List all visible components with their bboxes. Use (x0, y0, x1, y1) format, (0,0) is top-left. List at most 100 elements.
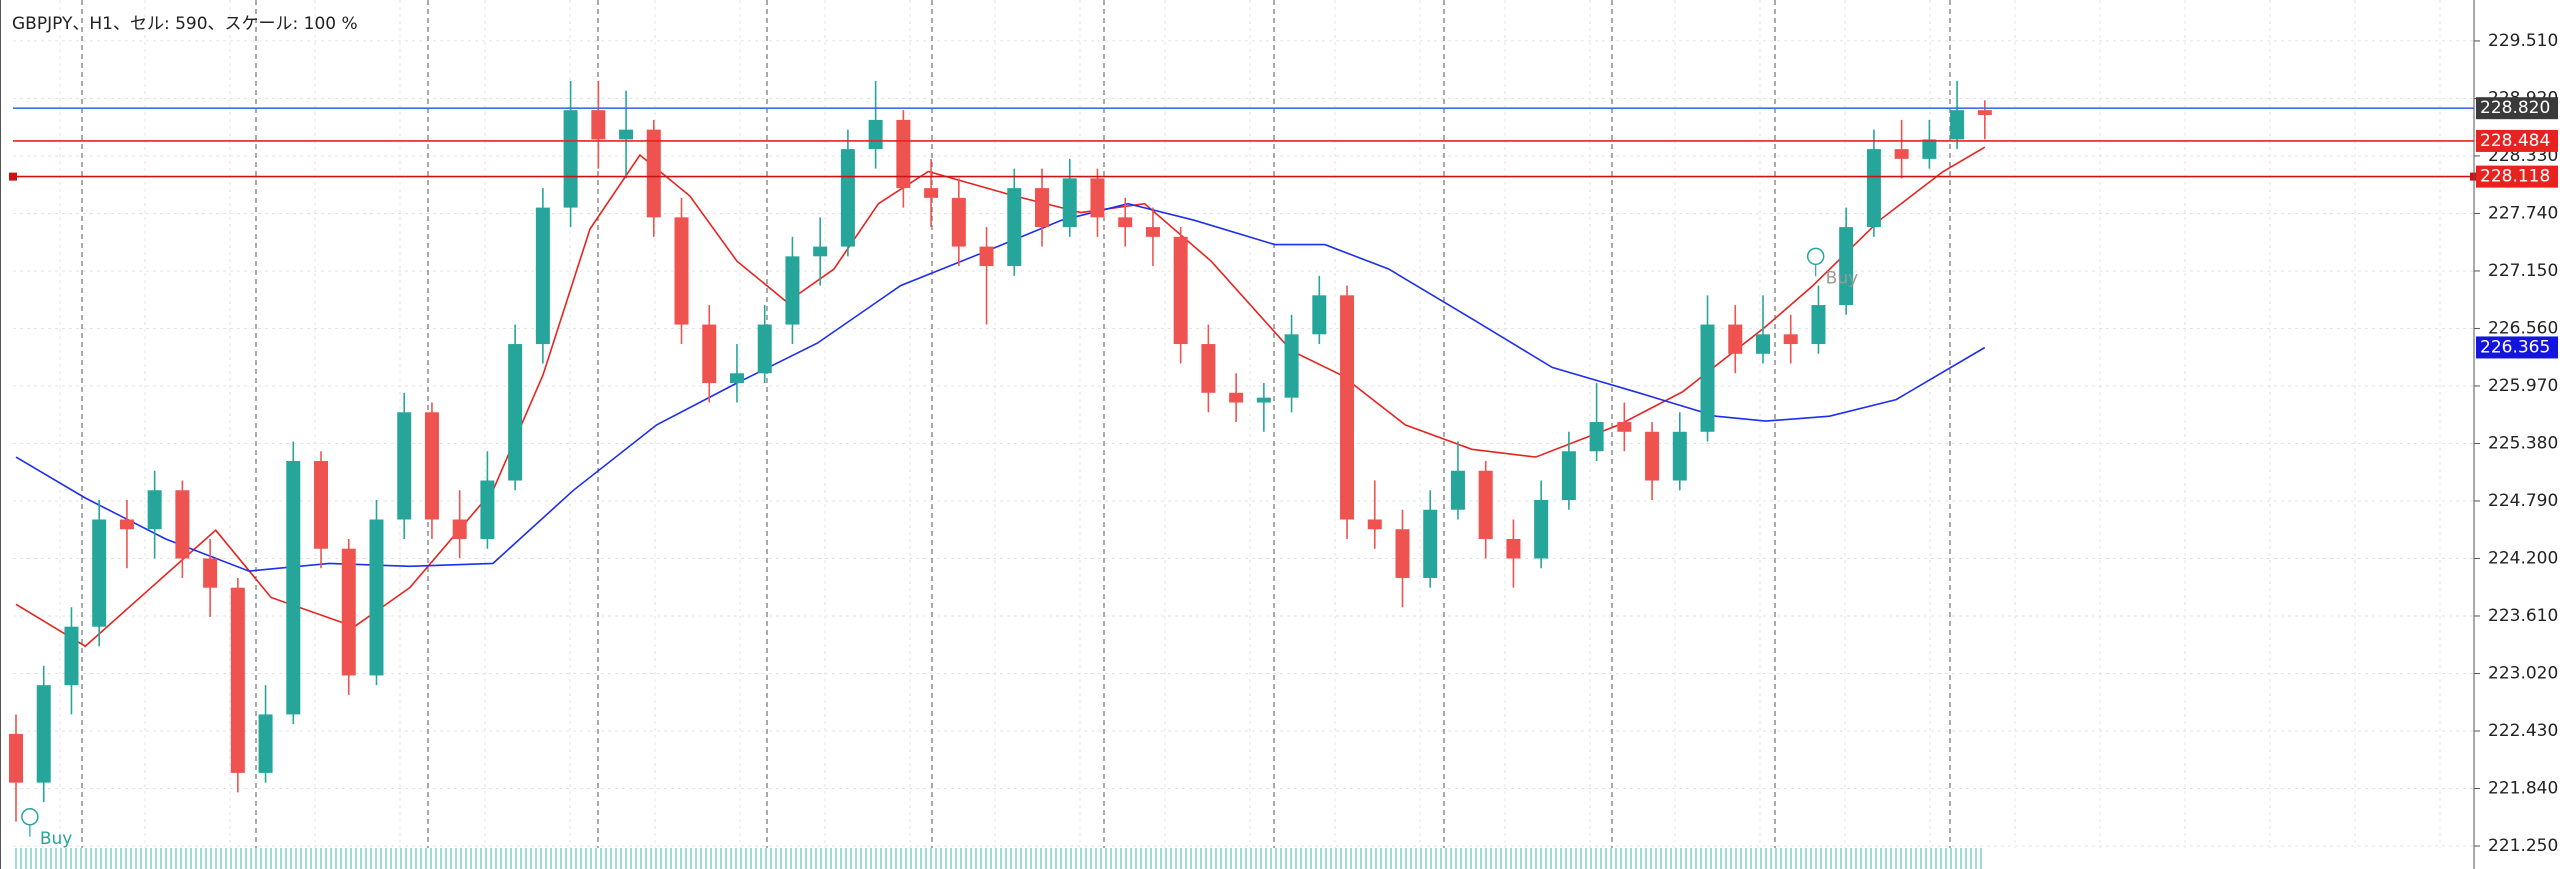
y-tick-label: 225.970 (2488, 376, 2558, 396)
candle-body (1090, 178, 1105, 218)
candle-body (341, 548, 356, 676)
candle-body (1118, 217, 1133, 228)
candle-body (1506, 538, 1521, 559)
candle-body (1783, 334, 1798, 345)
candle-body (1950, 110, 1965, 140)
candle-body (508, 344, 523, 481)
candle-body (1062, 178, 1077, 228)
candle-body (424, 412, 439, 520)
levels (9, 107, 2478, 181)
y-tick-label: 224.790 (2488, 491, 2558, 511)
level-label: 228.118 (2480, 167, 2550, 187)
y-tick-label: 226.560 (2488, 318, 2558, 338)
candle-body (674, 217, 689, 325)
candle-body (1561, 451, 1576, 500)
candle-body (1478, 470, 1493, 539)
level-labels: 228.820 228.484 228.118 226.365 (2476, 97, 2558, 359)
level-label: 228.820 (2480, 98, 2550, 118)
candle-body (9, 733, 23, 783)
candle-body (1395, 529, 1410, 578)
candle-body (1672, 431, 1687, 481)
candle-body (64, 626, 79, 686)
level-label: 226.365 (2480, 337, 2550, 357)
level-label-bg (2476, 165, 2558, 188)
ma-line (15, 202, 1986, 572)
candle-body (1922, 139, 1937, 159)
candle-body (729, 373, 744, 384)
trade-label: Buy (40, 829, 73, 849)
candle-body (92, 519, 107, 627)
candle-body (147, 490, 162, 530)
trade-label: Buy (1826, 268, 1859, 288)
candle-body (591, 110, 606, 140)
candle-body (924, 188, 939, 198)
level-label-bg (2476, 336, 2558, 359)
candle-body (868, 119, 883, 150)
candle-body (1977, 110, 1992, 116)
candle-body (1645, 431, 1660, 481)
annotations: Buy Buy (21, 247, 1859, 849)
candle-body (1340, 295, 1355, 520)
candles (9, 80, 1992, 822)
candle-body (175, 490, 190, 559)
candle-body (1811, 305, 1826, 345)
candle-body (951, 197, 966, 247)
candle-body (1589, 422, 1604, 452)
candle-body (314, 461, 329, 549)
candle-body (535, 207, 550, 345)
y-tick-label: 225.380 (2488, 433, 2558, 453)
candle-body (1201, 344, 1216, 393)
level-label: 228.484 (2480, 131, 2550, 151)
candle-body (36, 685, 51, 783)
y-tick-label: 227.150 (2488, 261, 2558, 281)
ma-line (15, 146, 1986, 648)
indicators (15, 146, 1986, 648)
candle-body (480, 480, 495, 539)
candle-body (1839, 227, 1854, 306)
candle-body (1728, 324, 1743, 354)
candle-body (896, 119, 911, 189)
y-tick-label: 227.740 (2488, 203, 2558, 223)
candle-body (1007, 188, 1022, 267)
y-tick-label: 223.610 (2488, 606, 2558, 626)
candle-body (1229, 392, 1244, 403)
y-tick-label: 221.840 (2488, 778, 2558, 798)
candle-body (1035, 188, 1050, 228)
candle-body (119, 519, 134, 530)
y-tick-label: 222.430 (2488, 721, 2558, 741)
candle-body (785, 256, 800, 325)
candle-body (1450, 470, 1465, 510)
candle-body (1866, 149, 1881, 228)
level-label-bg (2476, 97, 2558, 120)
candle-body (1700, 324, 1715, 432)
candle-body (230, 587, 245, 773)
y-tick-label: 224.200 (2488, 548, 2558, 568)
volume-strip (13, 848, 1985, 869)
candle-body (369, 519, 384, 676)
candle-body (702, 324, 717, 384)
candle-body (1256, 397, 1271, 403)
y-tick-label: 223.020 (2488, 663, 2558, 683)
candle-body (203, 558, 218, 588)
candle-body (840, 149, 855, 247)
level-marker (9, 172, 17, 181)
candle-body (563, 110, 578, 208)
y-tick-label: 229.510 (2488, 31, 2558, 51)
candle-body (979, 246, 994, 267)
candle-body (258, 714, 273, 773)
candle-body (646, 129, 661, 218)
level-label-bg (2476, 129, 2558, 152)
candle-body (1312, 295, 1327, 335)
candle-body (619, 129, 634, 140)
candle-body (286, 461, 301, 715)
candle-body (1145, 227, 1160, 237)
candle-body (1367, 519, 1382, 530)
chart-title: GBPJPY、H1、セル: 590、スケール: 100 % (12, 14, 358, 34)
candle-body (1755, 334, 1770, 354)
candle-body (1423, 509, 1438, 578)
candle-body (1617, 422, 1632, 432)
candle-body (452, 519, 467, 539)
